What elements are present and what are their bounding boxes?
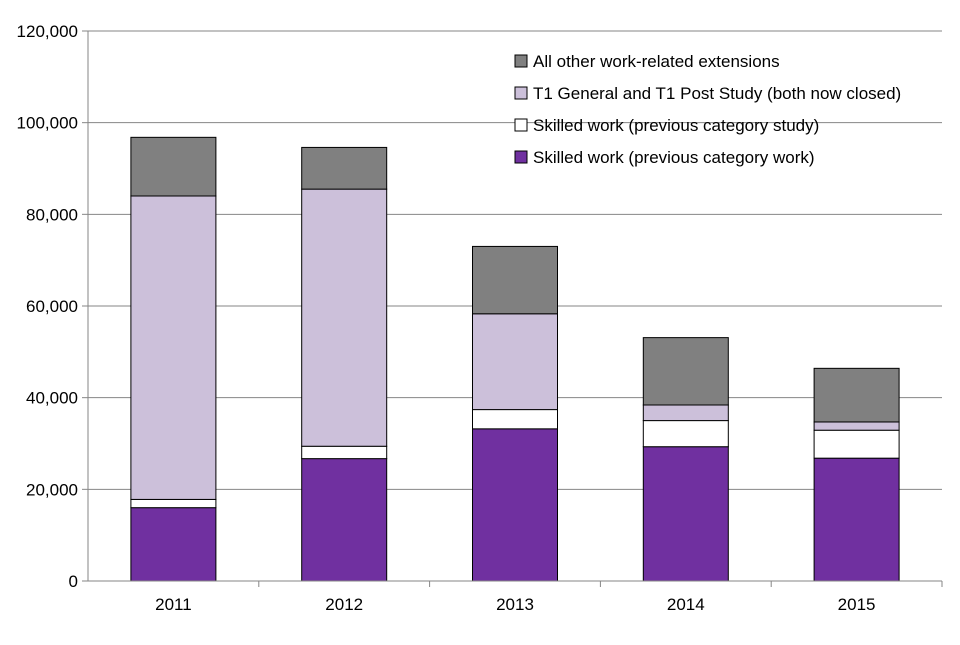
legend-swatch-3 — [514, 86, 528, 100]
bar-segment-2014-series-4 — [642, 337, 729, 406]
y-tick-label: 60,000 — [26, 297, 78, 316]
bar-segment-2011-series-2 — [130, 498, 217, 509]
bar-segment-2012-series-2 — [301, 445, 388, 460]
bar-segment-2012-series-1 — [301, 458, 388, 582]
x-tick-label: 2012 — [325, 595, 363, 614]
bar-segment-2012-series-3 — [301, 188, 388, 447]
bar-segment-2013-series-1 — [472, 428, 558, 582]
y-tick-label: 100,000 — [17, 114, 78, 133]
bar-segment-2015-series-4 — [813, 367, 900, 423]
legend-swatch-4 — [514, 54, 528, 68]
bar-segment-2011-series-4 — [130, 136, 217, 197]
bar-segment-2011-series-3 — [130, 195, 217, 500]
bar-segment-2015-series-3 — [813, 421, 900, 431]
x-tick-label: 2013 — [496, 595, 534, 614]
y-tick-label: 120,000 — [17, 22, 78, 41]
legend-label-1: Skilled work (previous category work) — [533, 148, 815, 167]
y-tick-label: 40,000 — [26, 389, 78, 408]
y-tick-label: 20,000 — [26, 480, 78, 499]
legend-label-2: Skilled work (previous category study) — [533, 116, 819, 135]
x-tick-label: 2015 — [838, 595, 876, 614]
legend-swatch-2 — [514, 118, 528, 132]
bar-segment-2015-series-1 — [813, 457, 900, 582]
bar-segment-2013-series-2 — [472, 409, 558, 430]
y-tick-label: 0 — [69, 572, 78, 591]
bar-segment-2013-series-4 — [472, 245, 558, 315]
x-tick-label: 2011 — [155, 595, 192, 614]
bar-segment-2014-series-2 — [642, 420, 729, 448]
y-tick-label: 80,000 — [26, 205, 78, 224]
legend-label-4: All other work-related extensions — [533, 52, 780, 71]
bar-segment-2011-series-1 — [130, 507, 217, 582]
bar-segment-2012-series-4 — [301, 146, 388, 190]
legend-label-3: T1 General and T1 Post Study (both now c… — [533, 84, 901, 103]
bar-segment-2014-series-1 — [642, 446, 729, 582]
legend-swatch-1 — [514, 150, 528, 164]
bar-segment-2015-series-2 — [813, 429, 900, 459]
bar-segment-2014-series-3 — [642, 404, 729, 422]
x-tick-label: 2014 — [667, 595, 705, 614]
bar-segment-2013-series-3 — [472, 313, 558, 411]
